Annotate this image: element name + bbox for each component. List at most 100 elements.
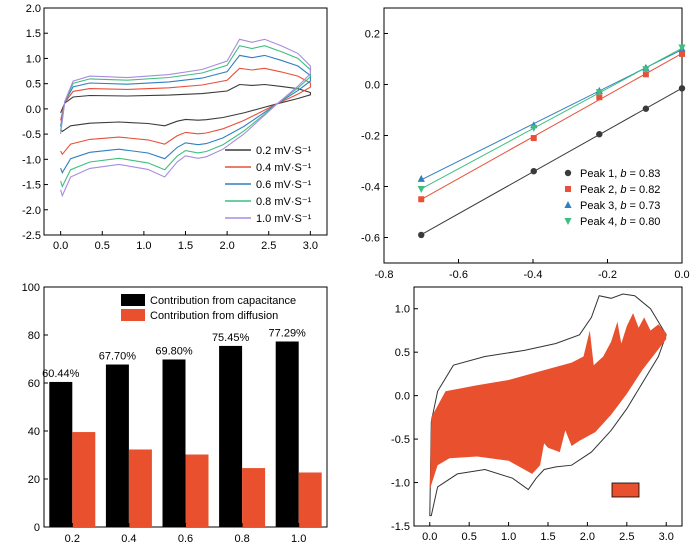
cv-curve — [60, 83, 311, 133]
bar-data-label: 77.29% — [269, 328, 307, 340]
data-point — [596, 94, 603, 101]
legend-entry: Contribution from diffusion — [150, 310, 278, 322]
x-tick-label: 1.0 — [501, 531, 516, 543]
panel-d-y-ticks: -1.5 -1.0 -0.5 0.0 0.5 1.0 — [391, 304, 418, 533]
cv-curve — [60, 67, 311, 156]
legend-marker — [565, 186, 571, 192]
bar — [105, 364, 129, 527]
panel-b-legend: Peak 1, b = 0.83 Peak 2, b = 0.82 Peak 3, … — [564, 168, 660, 228]
y-tick-label: 60 — [28, 378, 40, 390]
data-point — [530, 135, 537, 142]
cv-curve — [60, 54, 311, 174]
measured-cv-curve — [429, 293, 667, 517]
panel-a-legend: 0.2 mV·S⁻¹ 0.4 mV·S⁻¹ 0.6 mV·S⁻¹ 0.8 mV·S⁻¹… — [225, 145, 312, 225]
panel-c-y-ticks: 0 20 40 60 80 100 — [22, 282, 48, 534]
panel-a-y-ticks: -2.5 -2.0 -1.5 -1.0 -0.5 0.0 0.5 1.0 1.5 2.0 — [22, 3, 48, 242]
panel-c: 0 20 40 60 80 100 0.2 60.44% 0.4 67.70% 0.6 69.80%… — [22, 282, 328, 545]
y-tick-label: 20 — [28, 474, 40, 486]
y-tick-label: -1.5 — [22, 180, 41, 192]
x-tick-label: 1.5 — [178, 240, 193, 252]
panel-c-legend: Contribution from capacitance Contributio… — [121, 294, 296, 322]
x-tick-label: -0.2 — [598, 269, 617, 281]
panel-d-plot — [429, 293, 667, 517]
data-point — [595, 89, 603, 97]
legend-entry: Contribution from capacitance — [150, 295, 296, 307]
y-tick-label: -2.5 — [22, 230, 41, 242]
y-tick-label: 0.5 — [26, 79, 41, 91]
x-tick-label: 2.0 — [219, 240, 234, 252]
legend-entry: Peak 3, b = 0.73 — [580, 200, 660, 212]
fit-line — [421, 47, 683, 190]
data-point — [642, 66, 650, 74]
legend-entry: Peak 2, b = 0.82 — [580, 184, 660, 196]
data-point — [417, 174, 425, 182]
y-tick-label: 0.5 — [395, 347, 410, 359]
y-tick-label: -0.6 — [361, 233, 380, 245]
x-tick-label: 0.0 — [674, 269, 689, 281]
x-tick-label: 3.0 — [303, 240, 318, 252]
x-tick-label: 2.5 — [261, 240, 276, 252]
data-point — [679, 50, 685, 57]
x-tick-label: 0.4 — [121, 533, 136, 545]
data-point — [596, 131, 603, 138]
bar — [185, 454, 209, 527]
panel-c-bars: 0.2 60.44% 0.4 67.70% 0.6 69.80% 0.8 75.45% 1.0 7… — [42, 328, 322, 545]
x-tick-label: 2.0 — [580, 531, 595, 543]
cv-curve — [60, 38, 311, 198]
x-tick-label: 1.5 — [540, 531, 555, 543]
bar — [298, 472, 322, 527]
bar — [162, 359, 186, 527]
panel-d-legend-swatch — [611, 482, 640, 498]
data-point — [678, 85, 686, 92]
legend-entry: Peak 4, b = 0.80 — [580, 216, 660, 228]
y-tick-label: -0.5 — [22, 129, 41, 141]
y-tick-label: -0.5 — [391, 434, 410, 446]
bar-data-label: 60.44% — [42, 368, 80, 380]
legend-entry: 1.0 mV·S⁻¹ — [256, 213, 312, 225]
fit-line — [421, 87, 683, 236]
x-tick-label: -0.4 — [524, 269, 543, 281]
x-tick-label: 0.8 — [234, 533, 249, 545]
panel-b-series — [417, 44, 686, 239]
y-tick-label: -1.5 — [391, 521, 410, 533]
y-tick-label: 1.5 — [26, 28, 41, 40]
data-point — [642, 71, 649, 78]
legend-marker — [564, 218, 572, 225]
x-tick-label: -0.8 — [375, 269, 394, 281]
bar — [49, 381, 73, 527]
panel-d-x-ticks: 0.0 0.5 1.0 1.5 2.0 2.5 3.0 — [422, 522, 674, 543]
panel-b: -0.6 -0.4 -0.2 0.0 0.2 -0.8 -0.6 -0.4 -0.2 0.0 P… — [361, 7, 690, 281]
y-tick-label: -0.2 — [361, 131, 380, 143]
y-tick-label: 1.0 — [26, 53, 41, 65]
data-point — [642, 105, 650, 112]
bar — [275, 341, 299, 527]
legend-swatch — [121, 294, 145, 306]
y-tick-label: 0.2 — [365, 29, 380, 41]
panel-b-x-ticks: -0.8 -0.6 -0.4 -0.2 0.0 — [375, 259, 690, 281]
panel-b-y-ticks: -0.6 -0.4 -0.2 0.0 0.2 — [361, 29, 388, 245]
y-tick-label: -2.0 — [22, 205, 41, 217]
data-point — [417, 186, 425, 194]
panel-a-x-ticks: 0.0 0.5 1.0 1.5 2.0 2.5 3.0 — [53, 231, 318, 252]
data-point — [418, 231, 425, 239]
data-point — [678, 44, 686, 52]
bar — [242, 468, 266, 527]
y-tick-label: -1.0 — [22, 154, 41, 166]
x-tick-label: 3.0 — [659, 531, 674, 543]
x-tick-label: 0.5 — [95, 240, 110, 252]
legend-marker — [564, 169, 572, 177]
y-tick-label: -0.4 — [361, 182, 380, 194]
panel-a-curves — [60, 38, 311, 198]
y-tick-label: 1.0 — [395, 304, 410, 316]
x-tick-label: -0.6 — [449, 269, 468, 281]
y-tick-label: -1.0 — [391, 478, 410, 490]
legend-entry: 0.2 mV·S⁻¹ — [256, 145, 312, 157]
data-point — [530, 124, 538, 132]
bar — [128, 449, 152, 527]
x-tick-label: 2.5 — [619, 531, 634, 543]
y-tick-label: 80 — [28, 330, 40, 342]
x-tick-label: 1.0 — [136, 240, 151, 252]
x-tick-label: 0.6 — [178, 533, 193, 545]
fit-line — [421, 52, 683, 200]
